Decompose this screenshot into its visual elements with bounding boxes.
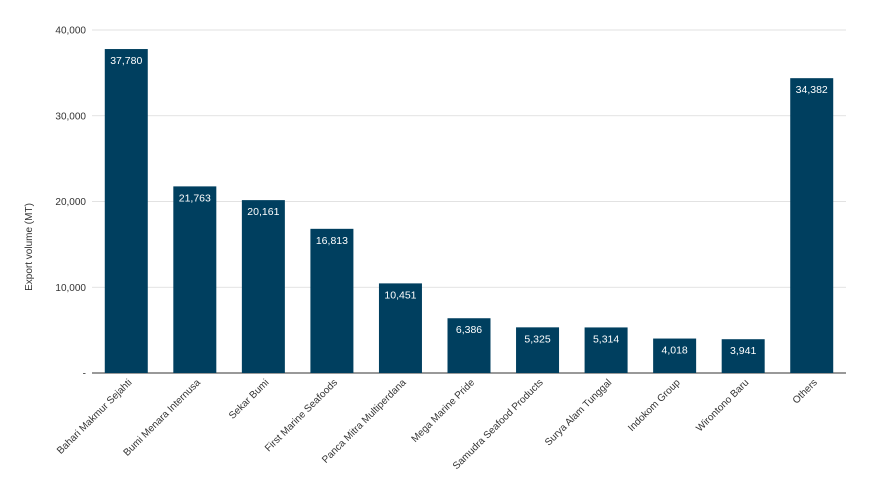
bar-value-label: 5,314 xyxy=(593,333,619,345)
bar xyxy=(721,339,765,373)
bar xyxy=(104,49,148,373)
bar-value-label: 37,780 xyxy=(110,55,142,67)
bar xyxy=(378,283,422,373)
y-tick-label: 40,000 xyxy=(55,26,86,37)
x-category-label: Bumi Menara Internusa xyxy=(122,377,204,459)
y-tick-label: 20,000 xyxy=(55,197,86,208)
bar xyxy=(653,338,697,373)
x-category-label: Indokom Group xyxy=(626,377,683,434)
bar-value-label: 34,382 xyxy=(796,84,828,96)
x-category-label: First Marine Seafoods xyxy=(263,377,340,454)
y-axis-title: Export volume (MT) xyxy=(24,203,35,291)
y-tick-label: 10,000 xyxy=(55,283,86,294)
bar xyxy=(310,228,354,373)
bar xyxy=(241,200,285,373)
bar-value-label: 4,018 xyxy=(661,345,687,357)
bar xyxy=(173,186,217,373)
y-tick-label: - xyxy=(83,369,86,380)
x-category-label: Bahari Makmur Sejahti xyxy=(55,377,134,456)
bar-value-label: 5,325 xyxy=(524,333,550,345)
bar xyxy=(790,78,834,373)
x-category-label: Sekar Bumi xyxy=(227,377,271,421)
bar-value-label: 10,451 xyxy=(384,289,416,301)
bar xyxy=(516,327,560,373)
bar-value-label: 16,813 xyxy=(316,235,348,247)
y-axis-ticks: - 10,000 20,000 30,000 40,000 xyxy=(55,26,86,380)
x-category-label: Others xyxy=(791,377,820,406)
x-category-label: Wirontono Baru xyxy=(694,377,751,434)
bar-value-label: 20,161 xyxy=(247,206,279,218)
bar-value-label: 21,763 xyxy=(179,192,211,204)
bar xyxy=(447,318,491,373)
bar xyxy=(584,327,628,373)
bar-value-label: 6,386 xyxy=(456,324,482,336)
x-category-label: Surya Alam Tunggal xyxy=(543,377,614,448)
y-tick-label: 30,000 xyxy=(55,111,86,122)
bar-value-label: 3,941 xyxy=(730,345,756,357)
bars: 37,780 21,763 20,161 16,813 10,451 6,386 5,325… xyxy=(104,49,834,373)
x-category-label: Mega Marine Pride xyxy=(410,377,478,445)
